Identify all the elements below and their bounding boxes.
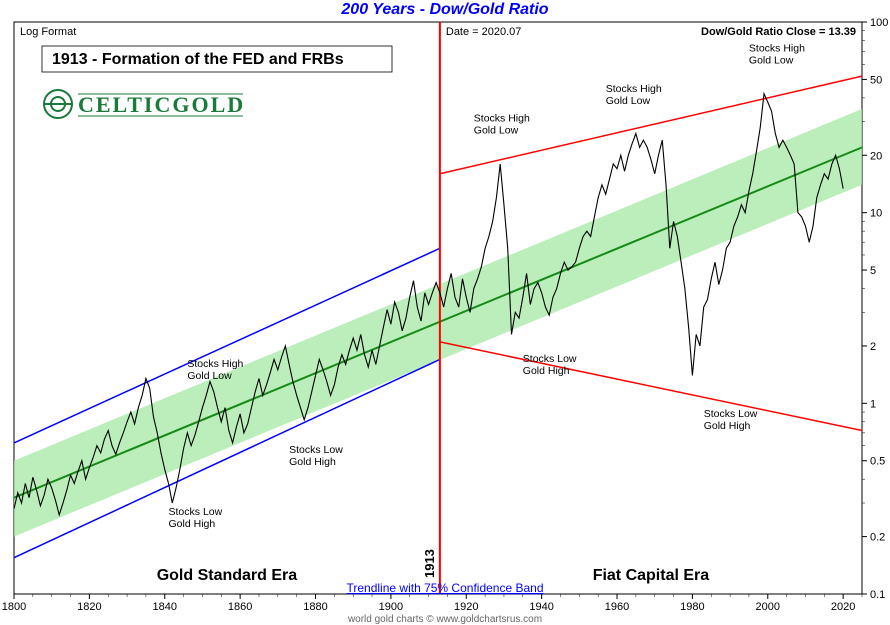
annotation-2-a: Stocks Low — [289, 444, 343, 456]
red-lower — [440, 342, 862, 431]
ytick-label: 5 — [870, 265, 876, 277]
annotation-4-a: Stocks Low — [523, 353, 577, 365]
close-value-label: Dow/Gold Ratio Close = 13.39 — [701, 26, 856, 38]
logo-text: CELTICGOLD — [78, 92, 245, 117]
year-1913-label: 1913 — [422, 549, 437, 578]
xtick-label: 1880 — [303, 601, 327, 613]
ytick-label: 10 — [870, 208, 882, 220]
xtick-label: 1940 — [529, 601, 553, 613]
trendline-center — [14, 147, 862, 497]
xtick-label: 1800 — [2, 601, 26, 613]
annotation-7-b: Gold Low — [749, 55, 794, 67]
annotation-5-b: Gold Low — [606, 95, 651, 107]
xtick-label: 1920 — [454, 601, 478, 613]
annotation-0-a: Stocks High — [187, 358, 243, 370]
xtick-label: 1820 — [77, 601, 101, 613]
annotation-2-b: Gold High — [289, 456, 336, 468]
annotation-0-b: Gold Low — [187, 370, 232, 382]
ytick-label: 100 — [870, 17, 888, 29]
annotation-5-a: Stocks High — [606, 83, 662, 95]
annotation-1-a: Stocks Low — [169, 506, 223, 518]
footer-copyright: world gold charts © www.goldchartsrus.co… — [347, 614, 542, 625]
ytick-label: 20 — [870, 150, 882, 162]
annotation-7-a: Stocks High — [749, 43, 805, 55]
xtick-label: 1900 — [379, 601, 403, 613]
annotation-6-b: Gold High — [704, 420, 751, 432]
log-format-label: Log Format — [20, 26, 76, 38]
ytick-label: 0.2 — [870, 532, 885, 544]
ytick-label: 2 — [870, 341, 876, 353]
xtick-label: 1960 — [605, 601, 629, 613]
chart-title: 200 Years - Dow/Gold Ratio — [340, 1, 548, 18]
xtick-label: 2000 — [756, 601, 780, 613]
annotation-1-b: Gold High — [169, 518, 216, 530]
xtick-label: 1860 — [228, 601, 252, 613]
annotation-6-a: Stocks Low — [704, 408, 758, 420]
footer-link: Trendline with 75% Confidence Band — [346, 581, 543, 595]
top-text: 1913 - Formation of the FED and FRBs — [52, 51, 344, 68]
annotation-3-a: Stocks High — [474, 113, 530, 125]
chart-svg: 200 Years - Dow/Gold Ratio Log Format Date… — [0, 0, 890, 625]
annotation-4-b: Gold High — [523, 365, 570, 377]
xtick-label: 1840 — [153, 601, 177, 613]
xtick-label: 1980 — [680, 601, 704, 613]
date-label: Date = 2020.07 — [446, 26, 522, 38]
ytick-label: 1 — [870, 398, 876, 410]
ytick-label: 0.1 — [870, 589, 885, 601]
ytick-label: 50 — [870, 74, 882, 86]
ytick-label: 0.5 — [870, 456, 885, 468]
annotation-3-b: Gold Low — [474, 125, 519, 137]
xtick-label: 2020 — [831, 601, 855, 613]
era-right: Fiat Capital Era — [593, 567, 710, 584]
chart-container: 200 Years - Dow/Gold Ratio Log Format Date… — [0, 0, 890, 625]
era-left: Gold Standard Era — [157, 567, 298, 584]
